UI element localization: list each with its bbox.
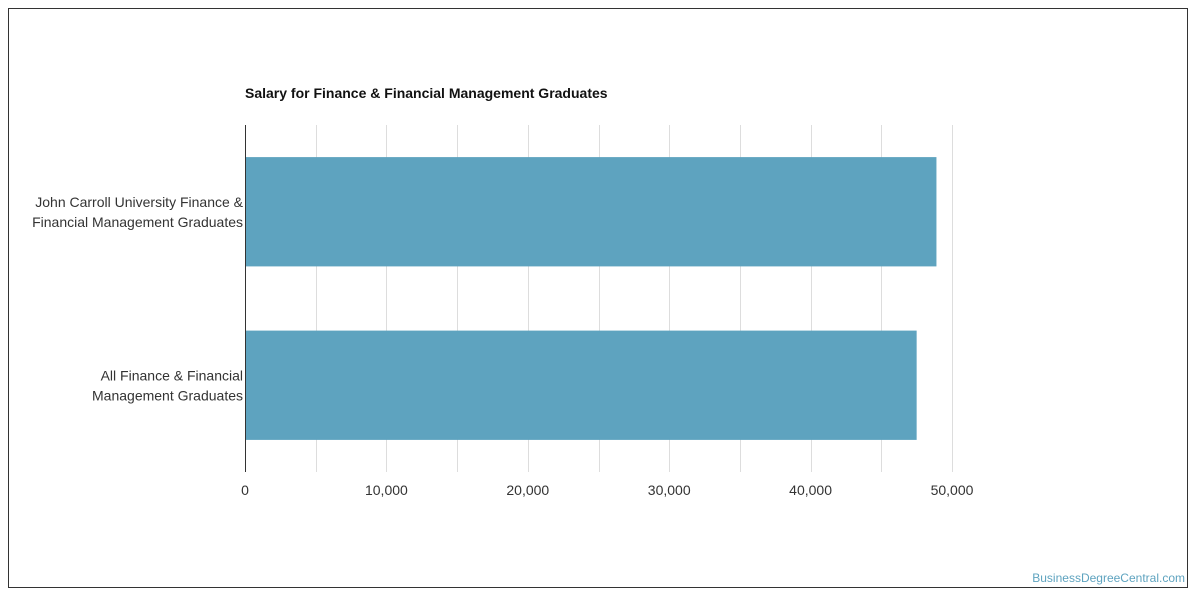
category-label: Management Graduates <box>92 387 243 403</box>
labels: John Carroll University Finance & Financi… <box>32 194 974 498</box>
x-tick-label: 30,000 <box>648 482 691 498</box>
bar <box>245 330 917 440</box>
bars <box>245 157 937 440</box>
x-tick-label: 20,000 <box>506 482 549 498</box>
category-label: All Finance & Financial <box>101 367 243 383</box>
watermark: BusinessDegreeCentral.com <box>1032 571 1185 585</box>
bar <box>245 157 937 267</box>
x-tick-label: 40,000 <box>789 482 832 498</box>
x-tick-label: 50,000 <box>931 482 974 498</box>
chart-title: Salary for Finance & Financial Managemen… <box>245 85 608 101</box>
chart-frame <box>8 8 1188 588</box>
x-tick-label: 0 <box>241 482 249 498</box>
x-tick-label: 10,000 <box>365 482 408 498</box>
category-label: John Carroll University Finance & <box>35 194 243 210</box>
category-label: Financial Management Graduates <box>32 214 243 230</box>
